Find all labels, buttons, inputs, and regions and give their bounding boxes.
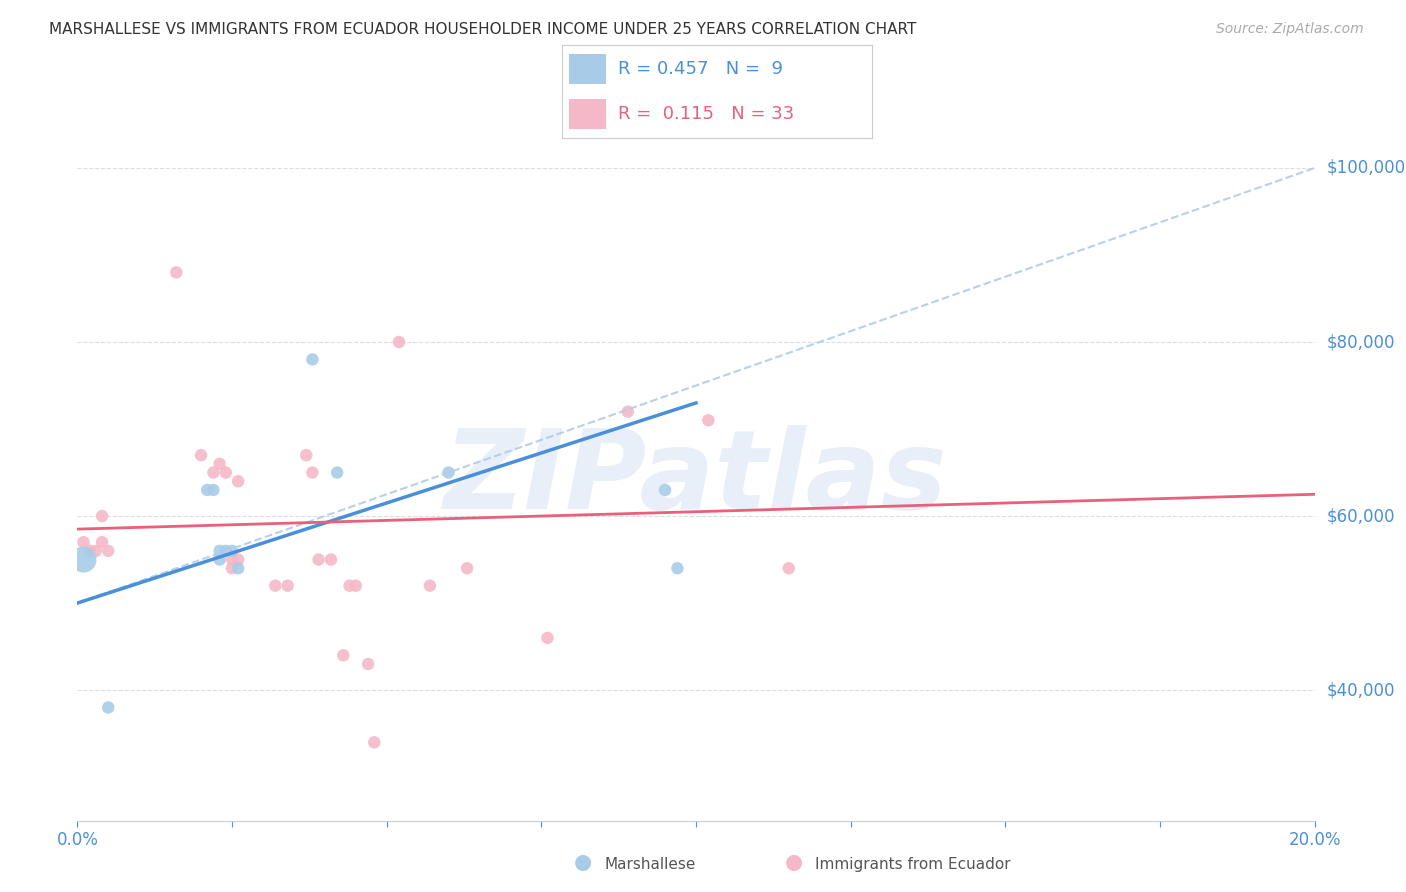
- Point: [344, 579, 367, 593]
- Point: [221, 544, 243, 558]
- Point: [215, 466, 238, 480]
- Text: $60,000: $60,000: [1327, 507, 1396, 525]
- Point: [215, 544, 238, 558]
- Point: [666, 561, 689, 575]
- Point: [363, 735, 385, 749]
- Bar: [568, 54, 606, 84]
- Text: Source: ZipAtlas.com: Source: ZipAtlas.com: [1216, 22, 1364, 37]
- Text: $80,000: $80,000: [1327, 333, 1396, 351]
- Point: [339, 579, 361, 593]
- Point: [301, 352, 323, 367]
- Bar: [568, 99, 606, 129]
- Point: [617, 404, 640, 418]
- Point: [165, 265, 187, 279]
- Point: [437, 466, 460, 480]
- Point: [319, 552, 342, 566]
- Point: [226, 552, 249, 566]
- Text: Immigrants from Ecuador: Immigrants from Ecuador: [815, 857, 1011, 872]
- Point: [301, 466, 323, 480]
- Point: [419, 579, 441, 593]
- Point: [388, 334, 411, 349]
- Point: [190, 448, 212, 462]
- Text: $100,000: $100,000: [1327, 159, 1406, 177]
- Text: $40,000: $40,000: [1327, 681, 1396, 699]
- Point: [202, 483, 225, 497]
- Point: [277, 579, 299, 593]
- Point: [91, 535, 114, 549]
- Point: [264, 579, 287, 593]
- Point: [97, 544, 120, 558]
- Point: [84, 544, 107, 558]
- Text: ●: ●: [575, 853, 592, 872]
- Point: [208, 457, 231, 471]
- Text: ZIPatlas: ZIPatlas: [444, 425, 948, 532]
- Point: [654, 483, 676, 497]
- Point: [332, 648, 354, 663]
- Point: [208, 544, 231, 558]
- Text: ●: ●: [786, 853, 803, 872]
- Text: Marshallese: Marshallese: [605, 857, 696, 872]
- Point: [221, 552, 243, 566]
- Point: [221, 561, 243, 575]
- Point: [195, 483, 218, 497]
- Point: [208, 552, 231, 566]
- Point: [97, 700, 120, 714]
- Point: [295, 448, 318, 462]
- Point: [72, 552, 94, 566]
- Point: [326, 466, 349, 480]
- Point: [91, 509, 114, 524]
- Text: R = 0.457   N =  9: R = 0.457 N = 9: [619, 60, 783, 78]
- Point: [202, 466, 225, 480]
- Point: [536, 631, 558, 645]
- Point: [697, 413, 720, 427]
- Point: [357, 657, 380, 671]
- Point: [79, 544, 101, 558]
- Text: MARSHALLESE VS IMMIGRANTS FROM ECUADOR HOUSEHOLDER INCOME UNDER 25 YEARS CORRELA: MARSHALLESE VS IMMIGRANTS FROM ECUADOR H…: [49, 22, 917, 37]
- Point: [308, 552, 330, 566]
- Point: [456, 561, 478, 575]
- Point: [72, 535, 94, 549]
- Point: [226, 475, 249, 489]
- Text: R =  0.115   N = 33: R = 0.115 N = 33: [619, 105, 794, 123]
- Point: [226, 561, 249, 575]
- Point: [778, 561, 800, 575]
